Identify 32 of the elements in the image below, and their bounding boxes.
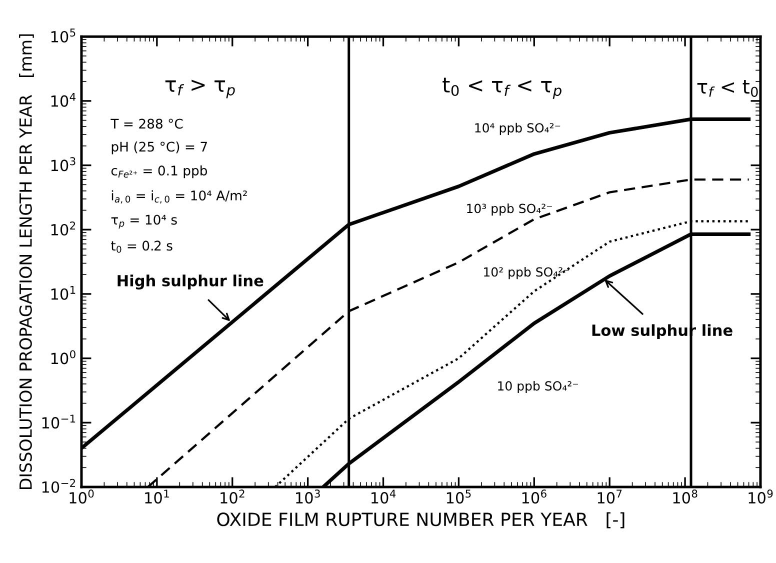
y-tick-label: 10$^{2}$	[51, 222, 76, 236]
y-axis-title: DISSOLUTION PROPAGATION LENGTH PER YEAR [mm]	[19, 34, 34, 489]
y-tick-label: 10$^{−1}$	[42, 414, 76, 429]
annotation: τ$_{f}$ > τ$_{p}$	[165, 80, 235, 98]
x-tick-label: 10$^{8}$	[673, 490, 698, 504]
annotation: t$_{0}$ = 0.2 s	[111, 240, 172, 253]
annotation: τ$_{f}$ < t$_{0}$	[697, 80, 758, 97]
annotation: τ$_{p}$ = 10⁴ s	[111, 214, 177, 229]
x-axis-title: OXIDE FILM RUPTURE NUMBER PER YEAR [-]	[217, 512, 624, 528]
annotation: i$_{a,0}$ = i$_{c,0}$ = 10⁴ A/m²	[112, 190, 247, 204]
x-tick-label: 10$^{7}$	[598, 490, 622, 504]
x-tick-label: 10$^{3}$	[296, 490, 320, 504]
annotation: T = 288 °C	[110, 118, 183, 129]
x-tick-label: 10$^{5}$	[446, 490, 471, 504]
annotation: t$_{0}$ < τ$_{f}$ < τ$_{p}$	[442, 78, 562, 99]
annotation: 10 ppb SO₄²⁻	[498, 380, 578, 394]
x-tick-label: 10$^{6}$	[522, 490, 546, 504]
annotation: 10⁴ ppb SO₄²⁻	[475, 122, 560, 135]
annotation: pH (25 °C) = 7	[112, 141, 207, 154]
annotation: 10³ ppb SO₄²⁻	[467, 204, 552, 216]
annotation: High sulphur line	[118, 274, 264, 290]
y-tick-label: 10$^{5}$	[51, 28, 76, 43]
x-tick-label: 10$^{1}$	[145, 490, 169, 504]
x-tick-label: 10$^{2}$	[220, 490, 244, 504]
y-tick-label: 10$^{4}$	[51, 92, 76, 107]
annotation: c$_{Fe²⁺}$ = 0.1 ppb	[111, 165, 208, 178]
y-tick-label: 10$^{1}$	[51, 286, 76, 300]
y-tick-label: 10$^{3}$	[51, 157, 76, 172]
annotation: 10² ppb SO₄²⁻	[484, 267, 569, 280]
x-tick-label: 10$^{4}$	[371, 490, 396, 504]
y-tick-label: 10$^{0}$	[51, 350, 76, 364]
x-tick-label: 10$^{9}$	[748, 490, 773, 504]
